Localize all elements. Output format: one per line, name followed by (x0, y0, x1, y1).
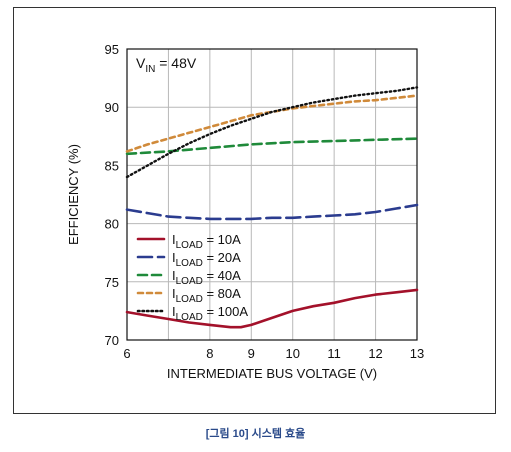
legend-entry: ILOAD = 40A (172, 268, 241, 287)
series-line-10a (125, 288, 419, 329)
series-line-80a (125, 94, 419, 153)
y-tick-label: 80 (105, 217, 119, 232)
legend-entry: ILOAD = 100A (172, 304, 248, 323)
plot-area-border (126, 48, 418, 341)
x-tick-label: 13 (410, 346, 424, 361)
series-line-100a (125, 86, 419, 179)
x-tick-label: 9 (248, 346, 255, 361)
y-tick-label: 90 (105, 100, 119, 115)
x-axis-label: INTERMEDIATE BUS VOLTAGE (V) (167, 366, 377, 381)
x-tick-label: 10 (285, 346, 299, 361)
vin-annotation: VIN = 48V (136, 55, 197, 75)
x-tick-label: 6 (123, 346, 130, 361)
x-tick-label: 12 (368, 346, 382, 361)
y-tick-label: 95 (105, 42, 119, 57)
y-tick-label: 70 (105, 333, 119, 348)
figure-caption: [그림 10] 시스템 효율 (205, 428, 306, 440)
series-line-20a (125, 203, 419, 221)
legend-entry: ILOAD = 80A (172, 286, 241, 305)
legend-entry: ILOAD = 10A (172, 232, 241, 251)
y-tick-label: 85 (105, 158, 119, 173)
x-tick-label: 11 (327, 346, 341, 361)
y-tick-label: 75 (105, 275, 119, 290)
chart-frame (13, 7, 496, 414)
y-axis-label: EFFICIENCY (%) (66, 144, 81, 245)
x-tick-label: 8 (206, 346, 213, 361)
legend-entry: ILOAD = 20A (172, 250, 241, 269)
